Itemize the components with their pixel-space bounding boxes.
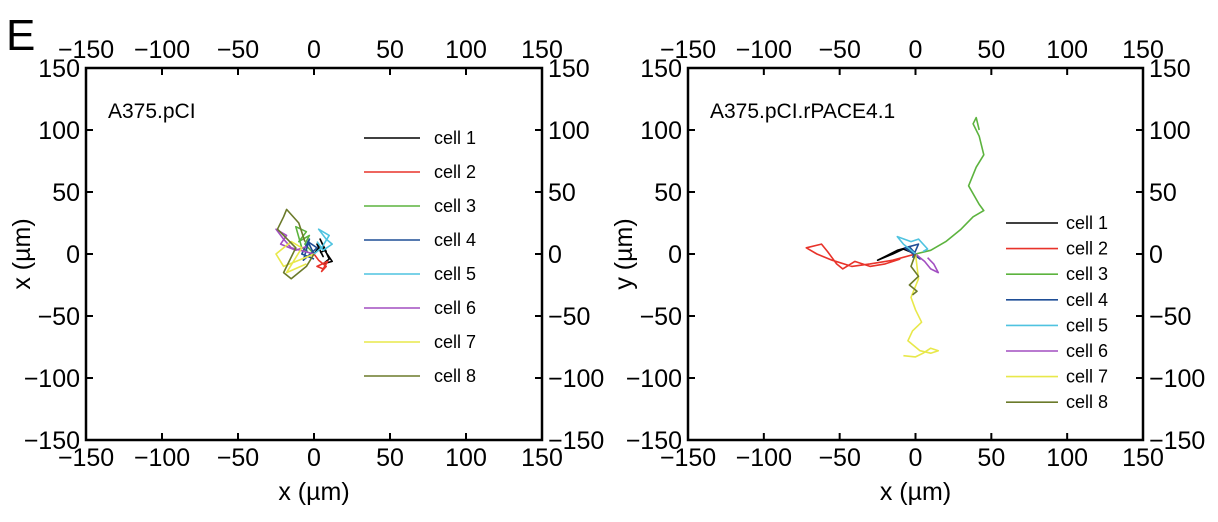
y-tick-label-right: 50 xyxy=(548,179,576,207)
x-tick-label-bottom: 0 xyxy=(307,444,321,472)
x-tick-label-top: 0 xyxy=(307,36,321,64)
legend-label: cell 2 xyxy=(1066,239,1108,259)
legend-label: cell 5 xyxy=(1066,315,1108,335)
legend-label: cell 7 xyxy=(434,332,476,352)
y-tick-label-right: 100 xyxy=(1149,117,1191,145)
legend-label: cell 5 xyxy=(434,264,476,284)
y-tick-label-left: −100 xyxy=(626,365,682,393)
legend-label: cell 4 xyxy=(1066,290,1108,310)
legend-label: cell 1 xyxy=(434,128,476,148)
y-tick-label-left: 50 xyxy=(654,179,682,207)
legend-label: cell 4 xyxy=(434,230,476,250)
x-tick-label-top: −50 xyxy=(217,36,259,64)
x-tick-label-top: 150 xyxy=(1122,36,1164,64)
legend-label: cell 8 xyxy=(434,366,476,386)
panel-letter: E xyxy=(6,11,35,60)
trajectory-cell-4 xyxy=(300,238,318,262)
trajectory-cell-8 xyxy=(908,253,920,296)
panel-title: A375.pCI.rPACE4.1 xyxy=(710,100,895,123)
x-tick-label-top: −100 xyxy=(736,36,792,64)
legend-label: cell 6 xyxy=(1066,341,1108,361)
y-tick-label-right: −150 xyxy=(1149,427,1205,455)
chart-panel-a375-pci-rpace4-1: −150−150−100−100−50−50005050100100150150… xyxy=(610,36,1205,506)
x-tick-label-top: −50 xyxy=(818,36,860,64)
x-tick-label-top: −150 xyxy=(58,36,114,64)
legend-label: cell 3 xyxy=(1066,264,1108,284)
legend-label: cell 3 xyxy=(434,196,476,216)
x-tick-label-bottom: −100 xyxy=(736,444,792,472)
y-tick-label-right: 150 xyxy=(548,55,590,83)
y-tick-label-left: 100 xyxy=(38,117,80,145)
trajectory-cell-5 xyxy=(896,235,929,255)
trajectories xyxy=(275,208,334,280)
x-tick-label-top: 50 xyxy=(376,36,404,64)
y-tick-label-left: −50 xyxy=(640,303,682,331)
x-tick-label-top: −150 xyxy=(660,36,716,64)
trajectory-cell-2 xyxy=(805,243,916,270)
legend-label: cell 6 xyxy=(434,298,476,318)
y-tick-label-right: −100 xyxy=(1149,365,1205,393)
x-tick-label-top: 100 xyxy=(445,36,487,64)
x-tick-label-bottom: 100 xyxy=(445,444,487,472)
trajectory-cell-3 xyxy=(915,116,985,255)
y-tick-label-left: 0 xyxy=(668,241,682,269)
x-tick-label-top: −100 xyxy=(134,36,190,64)
trajectories xyxy=(805,116,985,358)
x-tick-label-bottom: −150 xyxy=(58,444,114,472)
x-tick-label-top: 50 xyxy=(977,36,1005,64)
legend-label: cell 7 xyxy=(1066,367,1108,387)
y-axis-title: y (µm) xyxy=(610,218,638,289)
trajectory-cell-7 xyxy=(903,253,940,358)
x-tick-label-bottom: 0 xyxy=(909,444,923,472)
y-axis-title: x (µm) xyxy=(8,218,36,289)
y-tick-label-left: −100 xyxy=(24,365,80,393)
x-tick-label-top: 0 xyxy=(909,36,923,64)
trajectory-cell-5 xyxy=(313,228,334,255)
trajectory-cell-6 xyxy=(914,253,940,274)
x-tick-label-top: 100 xyxy=(1046,36,1088,64)
legend-label: cell 8 xyxy=(1066,392,1108,412)
chart-panel-a375-pci: −150−150−100−100−50−50005050100100150150… xyxy=(8,36,604,506)
x-tick-label-bottom: 150 xyxy=(1122,444,1164,472)
legend-label: cell 2 xyxy=(434,162,476,182)
y-tick-label-right: 100 xyxy=(548,117,590,145)
trajectory-cell-1 xyxy=(313,238,334,265)
x-axis-title: x (µm) xyxy=(278,478,349,506)
legend: cell 1 cell 2 cell 3 cell 4 cell 5 cell 6 cell… xyxy=(364,128,476,386)
x-tick-label-bottom: −50 xyxy=(217,444,259,472)
y-tick-label-left: 50 xyxy=(52,179,80,207)
x-tick-label-bottom: 150 xyxy=(521,444,563,472)
x-tick-label-top: 150 xyxy=(521,36,563,64)
y-tick-label-right: −50 xyxy=(548,303,590,331)
x-tick-label-bottom: −150 xyxy=(660,444,716,472)
x-tick-label-bottom: −100 xyxy=(134,444,190,472)
trajectory-cell-4 xyxy=(904,243,921,260)
y-tick-label-right: 150 xyxy=(1149,55,1191,83)
trajectory-cell-8 xyxy=(276,208,315,280)
y-tick-label-left: 0 xyxy=(66,241,80,269)
legend: cell 1 cell 2 cell 3 cell 4 cell 5 cell 6 cell… xyxy=(1006,213,1108,412)
y-tick-label-right: 50 xyxy=(1149,179,1177,207)
y-tick-label-right: 0 xyxy=(548,241,562,269)
y-tick-label-right: −50 xyxy=(1149,303,1191,331)
x-tick-label-bottom: 50 xyxy=(977,444,1005,472)
x-tick-label-bottom: −50 xyxy=(818,444,860,472)
legend-label: cell 1 xyxy=(1066,213,1108,233)
y-tick-label-right: −150 xyxy=(548,427,604,455)
trajectory-cell-7 xyxy=(275,240,315,274)
y-tick-label-left: 100 xyxy=(640,117,682,145)
x-axis-title: x (µm) xyxy=(880,478,951,506)
y-tick-label-left: −150 xyxy=(626,427,682,455)
y-tick-label-left: −50 xyxy=(38,303,80,331)
y-tick-label-right: −100 xyxy=(548,365,604,393)
x-tick-label-bottom: 100 xyxy=(1046,444,1088,472)
y-tick-label-left: 150 xyxy=(38,55,80,83)
x-tick-label-bottom: 50 xyxy=(376,444,404,472)
y-tick-label-left: −150 xyxy=(24,427,80,455)
y-tick-label-right: 0 xyxy=(1149,241,1163,269)
panel-title: A375.pCI xyxy=(108,100,196,123)
y-tick-label-left: 150 xyxy=(640,55,682,83)
trajectory-cell-2 xyxy=(313,253,329,273)
